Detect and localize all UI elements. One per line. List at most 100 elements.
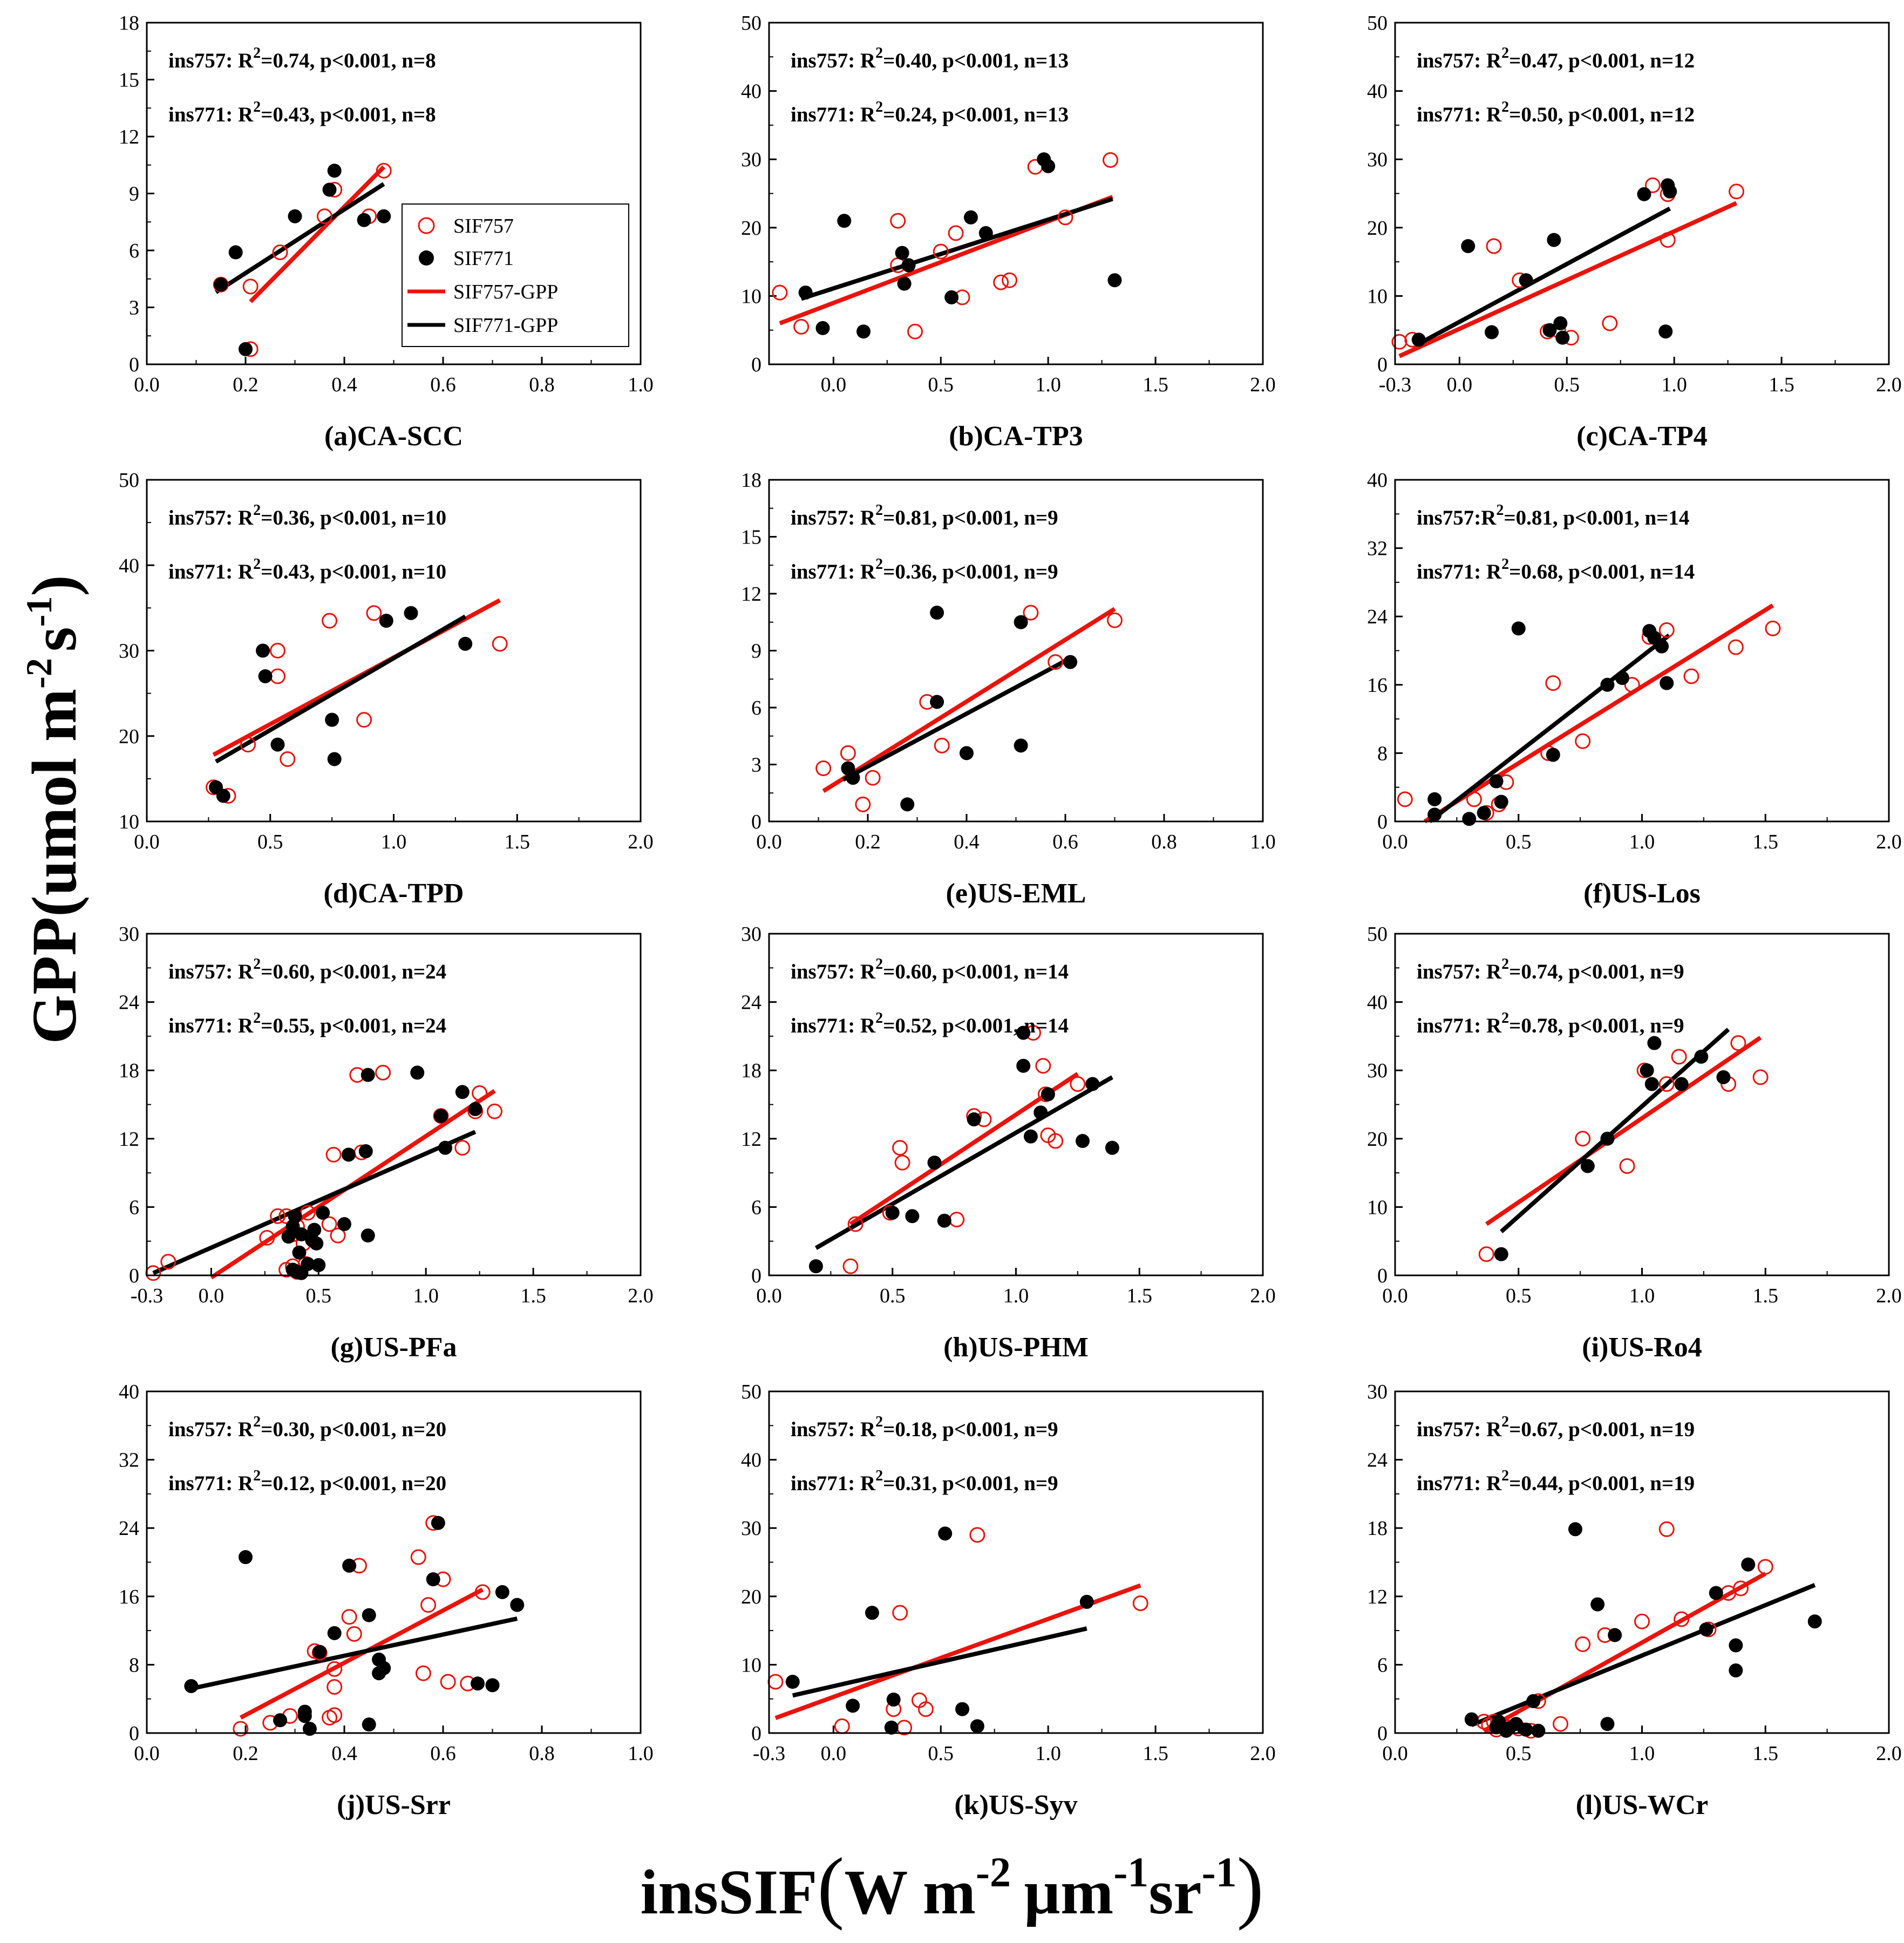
panel-g-sif771-point bbox=[316, 1205, 330, 1220]
panel-k-sif771-point bbox=[846, 1699, 860, 1713]
panel-c-sif771-point bbox=[1663, 184, 1677, 199]
panel-j-ytick-label: 24 bbox=[119, 1517, 139, 1540]
panel-g-sif771-point bbox=[361, 1068, 375, 1082]
panel-l-sif771-point bbox=[1590, 1597, 1605, 1612]
panel-h-sif757-point bbox=[1070, 1076, 1086, 1092]
panel-h-xtick-label: 0.5 bbox=[880, 1285, 906, 1307]
panel-i-sif771-point bbox=[1640, 1063, 1654, 1078]
panel-a-sif771-point bbox=[322, 182, 337, 197]
y-axis-label: GPP(umol m-2s-1) bbox=[18, 575, 90, 1044]
panel-i-sif757-point bbox=[1478, 1246, 1494, 1262]
panel-a-xtick-label: 0.0 bbox=[134, 373, 160, 396]
panel-g-xtick-label: -0.3 bbox=[131, 1285, 163, 1307]
panel-g-sif771-point bbox=[468, 1102, 482, 1116]
panel-j-frame bbox=[146, 1390, 642, 1734]
panel-l-sif757-point bbox=[1575, 1636, 1591, 1652]
panel-l-frame bbox=[1394, 1390, 1890, 1734]
panel-f-sif771-point bbox=[1660, 676, 1674, 690]
panel-i-ytick-label: 0 bbox=[1377, 1265, 1388, 1287]
panel-j-ytick-label: 16 bbox=[119, 1586, 139, 1608]
panel-g-sif757-point bbox=[375, 1064, 391, 1081]
panel-c-stat-757: ins757: R2=0.47, p<0.001, n=12 bbox=[1417, 45, 1695, 72]
panel-g: 0 6 12 18 24 30 -0.3 0.0 0.5 1.0 1.5 2.0 ins757: R2=… bbox=[119, 923, 654, 1363]
panel-b-xtick-label: 1.0 bbox=[1035, 373, 1061, 396]
panel-g-sif771-point bbox=[358, 1144, 373, 1159]
panel-i-ytick-label: 40 bbox=[1367, 991, 1388, 1014]
panel-f-fit771-line bbox=[1428, 633, 1671, 824]
panel-l-ytick-label: 30 bbox=[1367, 1381, 1388, 1403]
panel-g-stat-771: ins771: R2=0.55, p<0.001, n=24 bbox=[168, 1010, 446, 1037]
panel-k-xtick-label: 0.0 bbox=[821, 1742, 847, 1765]
panel-b-ytick-label: 50 bbox=[741, 12, 761, 35]
panel-i-sif771-point bbox=[1600, 1131, 1615, 1146]
panel-j-sif757-point bbox=[327, 1707, 343, 1723]
panel-a-title: (a)CA-SCC bbox=[324, 421, 463, 452]
panel-g-xtick-label: 0.0 bbox=[199, 1285, 225, 1307]
panel-i-xtick-label: 1.5 bbox=[1753, 1285, 1779, 1307]
panel-e-title: (e)US-EML bbox=[946, 878, 1086, 909]
panel-l-sif771-point bbox=[1709, 1586, 1723, 1600]
panel-e-xtick-label: 1.0 bbox=[1250, 831, 1276, 853]
panel-c-sif771-point bbox=[1553, 316, 1568, 331]
panel-l-sif771-point bbox=[1531, 1723, 1546, 1738]
panel-b-stat-771: ins771: R2=0.24, p<0.001, n=13 bbox=[791, 99, 1069, 126]
panel-e-ytick-label: 6 bbox=[751, 697, 761, 719]
panel-c-fit757-line bbox=[1398, 201, 1738, 358]
panel-k-ytick-label: 40 bbox=[741, 1449, 761, 1472]
panel-a-sif771-point bbox=[327, 164, 342, 178]
panel-d-sif771-point bbox=[379, 614, 393, 628]
panel-c-sif771-point bbox=[1461, 239, 1475, 253]
panel-j-sif757-point bbox=[474, 1584, 491, 1600]
panel-e-sif757-point bbox=[1023, 604, 1039, 621]
panel-e-stat-757: ins757: R2=0.81, p<0.001, n=9 bbox=[791, 502, 1058, 529]
panel-l-sif771-point bbox=[1526, 1694, 1541, 1708]
panel-g-sif771-point bbox=[455, 1085, 470, 1099]
panel-i-sif771-point bbox=[1644, 1077, 1659, 1091]
panel-h-sif757-point bbox=[1035, 1058, 1051, 1074]
panel-j-ytick-label: 0 bbox=[129, 1722, 139, 1745]
panel-e-sif771-point bbox=[846, 771, 860, 785]
panel-e-sif757-point bbox=[934, 737, 950, 753]
legend-sif771-marker bbox=[419, 250, 434, 266]
legend: SIF757 SIF771 SIF757-GPP SIF771-GPP bbox=[402, 203, 629, 347]
panel-j-sif771-point bbox=[495, 1585, 509, 1599]
panel-c-sif757-point bbox=[1660, 232, 1676, 248]
panel-g-xtick-label: 1.5 bbox=[520, 1285, 546, 1307]
panel-d-ytick-label: 10 bbox=[119, 811, 139, 833]
panel-b-sif771-point bbox=[978, 226, 993, 240]
panel-b-sif771-point bbox=[1041, 159, 1056, 173]
panel-d-sif771-point bbox=[327, 752, 342, 766]
panel-c-xtick-label: 1.0 bbox=[1661, 373, 1687, 396]
panel-j-ytick-label: 40 bbox=[119, 1381, 139, 1403]
panel-g-sif771-point bbox=[337, 1217, 351, 1232]
panel-d-ytick-label: 20 bbox=[119, 725, 139, 748]
panel-l: 0 6 12 18 24 30 0.0 0.5 1.0 1.5 2.0 ins757: R2=0.67… bbox=[1367, 1381, 1902, 1820]
panel-i-sif757-point bbox=[1730, 1035, 1746, 1051]
panel-h-sif757-point bbox=[842, 1258, 859, 1274]
panel-c-ytick-label: 20 bbox=[1367, 217, 1388, 240]
panel-c-sif771-point bbox=[1658, 324, 1673, 339]
panel-k-xtick-label: 1.0 bbox=[1035, 1742, 1061, 1765]
panel-f-sif757-point bbox=[1545, 675, 1561, 691]
panel-f: 0 8 16 24 32 40 0.0 0.5 1.0 1.5 2.0 ins757:R2=0.81,… bbox=[1367, 469, 1902, 909]
panel-b-xtick-label: 1.5 bbox=[1143, 373, 1168, 396]
panel-j-ytick-label: 8 bbox=[129, 1654, 139, 1676]
panel-g-ytick-label: 12 bbox=[119, 1128, 139, 1151]
panel-g-sif771-point bbox=[361, 1228, 375, 1243]
panel-b-sif757-point bbox=[907, 323, 923, 339]
panel-e: 0 3 6 9 12 15 18 0.0 0.2 0.4 0.6 0.8 1.0 ins757: R2=0… bbox=[741, 469, 1276, 909]
panel-c-sif771-point bbox=[1542, 323, 1557, 337]
panel-b-sif757-point bbox=[1057, 209, 1073, 226]
panel-h-stat-771: ins771: R2=0.52, p<0.001, n=14 bbox=[791, 1010, 1069, 1037]
panel-b-fit771-line bbox=[800, 196, 1113, 301]
panel-g-sif757-point bbox=[486, 1103, 502, 1119]
panel-e-ytick-label: 12 bbox=[741, 583, 761, 606]
panel-j-sif771-point bbox=[426, 1572, 440, 1587]
panel-f-sif757-point bbox=[1765, 620, 1781, 636]
panel-i-sif771-point bbox=[1716, 1070, 1731, 1084]
panel-j-xtick-label: 0.6 bbox=[430, 1742, 456, 1765]
panel-k-sif771-point bbox=[938, 1526, 953, 1541]
panel-b-xtick-label: 0.5 bbox=[928, 373, 954, 396]
panel-l-sif757-point bbox=[1634, 1613, 1650, 1629]
panel-l-sif771-point bbox=[1741, 1557, 1756, 1572]
